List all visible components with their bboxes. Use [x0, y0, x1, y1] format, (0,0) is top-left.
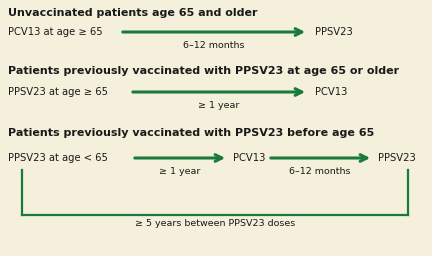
Text: PCV13: PCV13 [315, 87, 347, 97]
Text: ≥ 5 years between PPSV23 doses: ≥ 5 years between PPSV23 doses [135, 219, 295, 228]
Text: Patients previously vaccinated with PPSV23 at age 65 or older: Patients previously vaccinated with PPSV… [8, 66, 399, 76]
Text: 6–12 months: 6–12 months [183, 41, 245, 50]
Text: PPSV23: PPSV23 [378, 153, 416, 163]
Text: 6–12 months: 6–12 months [289, 167, 351, 176]
Text: PCV13 at age ≥ 65: PCV13 at age ≥ 65 [8, 27, 103, 37]
Text: PPSV23 at age < 65: PPSV23 at age < 65 [8, 153, 108, 163]
Text: Unvaccinated patients age 65 and older: Unvaccinated patients age 65 and older [8, 8, 257, 18]
Text: Patients previously vaccinated with PPSV23 before age 65: Patients previously vaccinated with PPSV… [8, 128, 374, 138]
Text: ≥ 1 year: ≥ 1 year [198, 101, 240, 110]
Text: PPSV23 at age ≥ 65: PPSV23 at age ≥ 65 [8, 87, 108, 97]
Text: ≥ 1 year: ≥ 1 year [159, 167, 201, 176]
Text: PPSV23: PPSV23 [315, 27, 353, 37]
Text: PCV13: PCV13 [233, 153, 265, 163]
